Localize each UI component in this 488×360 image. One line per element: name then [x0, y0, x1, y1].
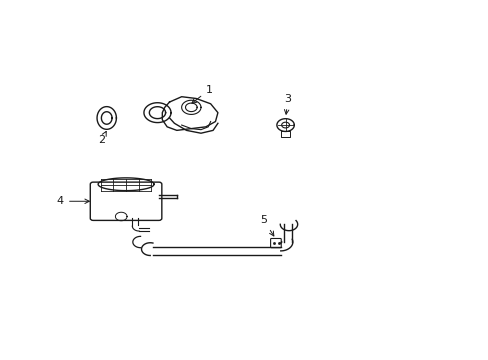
Text: 4: 4 [57, 196, 89, 206]
Text: 2: 2 [98, 131, 106, 145]
Text: 3: 3 [284, 94, 291, 114]
Text: 1: 1 [192, 85, 212, 103]
Text: 5: 5 [260, 215, 273, 236]
